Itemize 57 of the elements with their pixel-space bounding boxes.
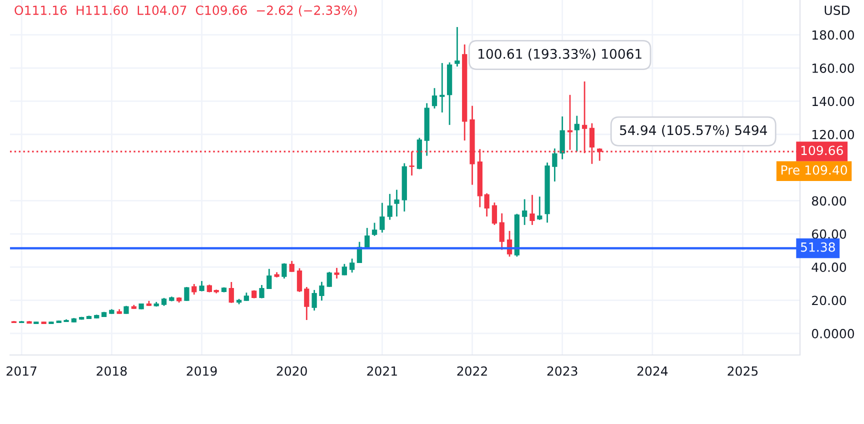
x-tick-label: 2020 (276, 366, 307, 376)
candlestick (266, 268, 272, 290)
x-tick-label: 2024 (637, 366, 668, 376)
candlestick (184, 286, 190, 302)
y-tick-label: 140.00 (812, 96, 854, 106)
candlestick (530, 194, 535, 226)
candlestick (296, 268, 302, 293)
candlestick (312, 289, 317, 312)
y-tick-label: 80.00 (812, 196, 846, 206)
x-tick-label: 2017 (6, 366, 36, 376)
candlestick (432, 87, 438, 110)
candlestick (259, 284, 264, 299)
x-tick-label: 2025 (728, 366, 758, 376)
annotation: 54.94 (105.57%) 5494 (620, 124, 767, 137)
x-tick-label: 2021 (367, 366, 397, 376)
candlestick (537, 196, 542, 221)
y-tick-label: 40.00 (812, 262, 846, 272)
ref-line-label: 109.66 (801, 146, 843, 156)
candlestick (228, 281, 234, 304)
candlestick (440, 62, 445, 114)
candlestick (560, 116, 565, 160)
candlestick (319, 281, 324, 302)
candlestick (387, 193, 392, 220)
x-tick-label: 2022 (457, 366, 487, 376)
annotation: 100.61 (193.33%) 10061 (478, 48, 642, 60)
candlestick (380, 202, 385, 234)
candlestick (372, 222, 378, 237)
candlestick (552, 148, 558, 182)
candlestick (499, 212, 504, 251)
x-tick-label: 2023 (547, 366, 578, 376)
candlestick (567, 94, 573, 150)
candlestick (522, 198, 528, 226)
candlestick (492, 202, 498, 226)
chart-title: O111.16 H111.60 L104.07 C109.66 −2.62 (−2.33%) (14, 5, 357, 16)
candlestick (304, 286, 310, 321)
y-tick-label: 120.00 (812, 130, 854, 140)
y-axis-title: USD (824, 6, 850, 15)
y-tick-label: 160.00 (812, 63, 854, 73)
candlestick (199, 280, 204, 292)
candlestick (574, 115, 580, 152)
candlestick (326, 271, 332, 288)
candlestick (349, 258, 355, 274)
ref-line-label: 51.38 (800, 242, 835, 252)
annotation: Pre 109.40 (781, 165, 847, 175)
candlestick (192, 283, 197, 296)
candlestick (282, 262, 287, 280)
x-tick-label: 2019 (186, 366, 217, 376)
candlestick (334, 267, 340, 280)
y-tick-label: 20.00 (812, 296, 846, 306)
candlestick (364, 227, 370, 248)
candlestick (454, 26, 460, 68)
y-tick-label: 180.00 (812, 30, 854, 40)
y-tick-label: 0.0000 (812, 328, 854, 338)
y-tick-label: 60.00 (812, 229, 846, 239)
x-tick-label: 2018 (96, 366, 127, 376)
candlestick (394, 189, 400, 218)
candlestick (289, 260, 294, 273)
